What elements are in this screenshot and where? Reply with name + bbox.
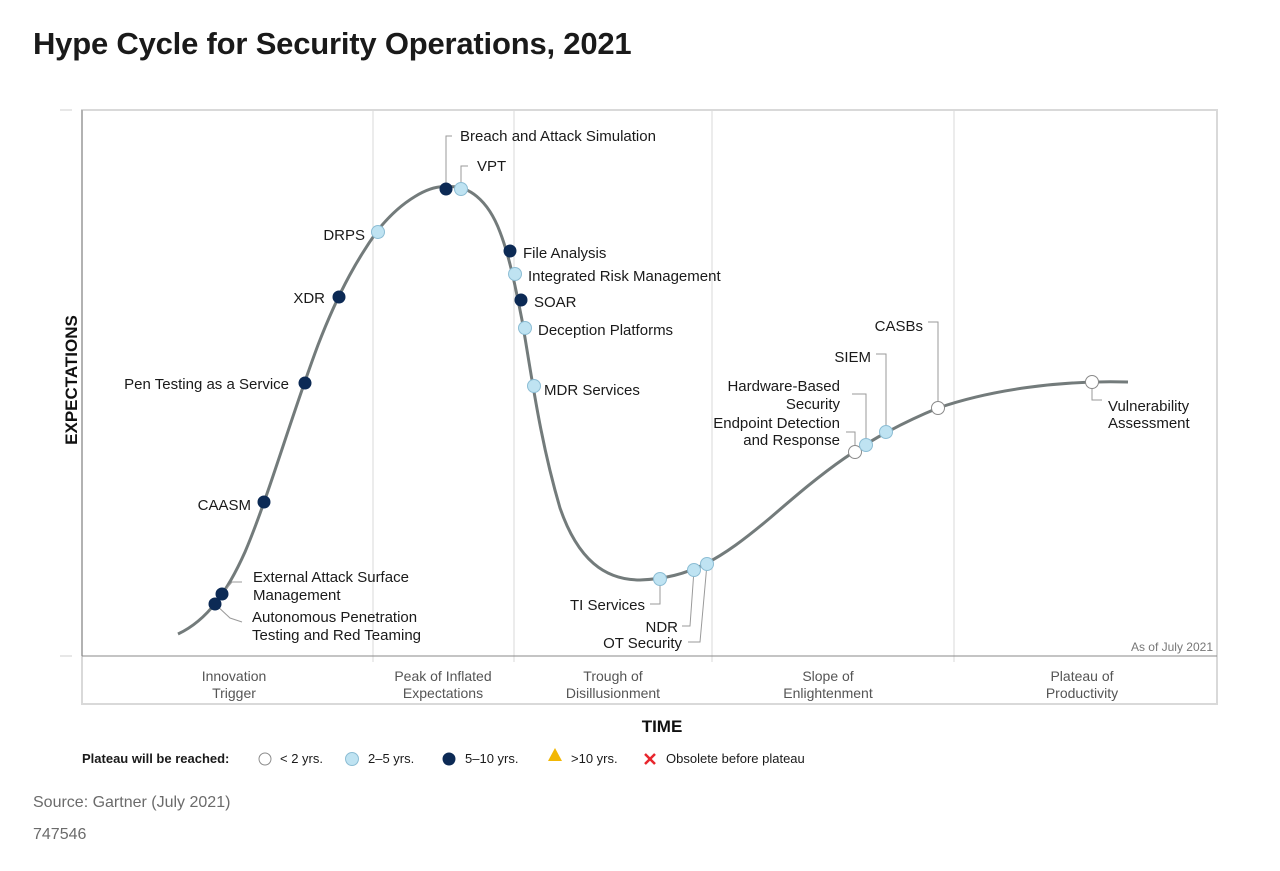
- phase-labels: Innovation Trigger Peak of Inflated Expe…: [202, 668, 1118, 701]
- label-caasm: CAASM: [198, 497, 251, 514]
- marker-drps: [371, 225, 385, 239]
- phase-plateau: Plateau of: [1050, 668, 1113, 684]
- marker-mdr-services: [527, 379, 541, 393]
- marker-external-attack-surface-management: [215, 587, 229, 601]
- x-axis-title: TIME: [642, 717, 683, 736]
- label-deception-platforms: Deception Platforms: [538, 322, 673, 339]
- label-xdr: XDR: [293, 290, 325, 307]
- label-ot-security: OT Security: [603, 635, 682, 652]
- leader-lines: [214, 135, 1102, 643]
- chart-title: Hype Cycle for Security Operations, 2021: [33, 26, 632, 61]
- label-vulnerability-assessment-2: Assessment: [1108, 415, 1191, 432]
- marker-xdr: [332, 290, 346, 304]
- phase-plateau-2: Productivity: [1046, 685, 1118, 701]
- label-external-attack-surface-management-2: Management: [253, 587, 341, 604]
- label-breach-and-attack-simulation: Breach and Attack Simulation: [460, 128, 656, 145]
- phase-innovation-trigger: Innovation: [202, 668, 267, 684]
- marker-endpoint-detection-and-response: [848, 445, 862, 459]
- phase-dividers: [372, 110, 955, 662]
- legend-dark-blue-circle-icon: [442, 752, 456, 766]
- label-file-analysis: File Analysis: [523, 245, 606, 262]
- marker-siem: [879, 425, 893, 439]
- phase-peak: Peak of Inflated: [394, 668, 491, 684]
- label-drps: DRPS: [323, 227, 365, 244]
- legend-item-gt10: >10 yrs.: [571, 751, 618, 766]
- marker-autonomous-penetration-testing: [208, 597, 222, 611]
- phase-peak-2: Expectations: [403, 685, 483, 701]
- label-ndr: NDR: [646, 619, 679, 636]
- marker-vpt: [454, 182, 468, 196]
- legend-title: Plateau will be reached:: [82, 751, 229, 766]
- label-siem: SIEM: [834, 349, 871, 366]
- legend-open-circle-icon: [258, 752, 272, 766]
- label-mdr-services: MDR Services: [544, 382, 640, 399]
- marker-ti-services: [653, 572, 667, 586]
- marker-soar: [514, 293, 528, 307]
- label-casbs: CASBs: [875, 318, 923, 335]
- source-note: Source: Gartner (July 2021): [33, 794, 231, 811]
- as-of-note: As of July 2021: [1131, 640, 1213, 654]
- marker-ot-security: [700, 557, 714, 571]
- y-axis-title: EXPECTATIONS: [62, 315, 81, 445]
- technology-labels: External Attack Surface Management Auton…: [124, 128, 1190, 652]
- label-endpoint-detection-and-response: Endpoint Detection: [713, 415, 840, 432]
- marker-caasm: [257, 495, 271, 509]
- document-id: 747546: [33, 826, 87, 843]
- technology-markers: [208, 182, 1099, 611]
- legend-item-obsolete: Obsolete before plateau: [666, 751, 805, 766]
- hype-cycle-diagram: External Attack Surface Management Auton…: [60, 109, 1218, 766]
- label-pen-testing-as-a-service: Pen Testing as a Service: [124, 376, 289, 393]
- label-hardware-based-security: Hardware-Based: [727, 378, 840, 395]
- marker-file-analysis: [503, 244, 517, 258]
- label-integrated-risk-management: Integrated Risk Management: [528, 268, 721, 285]
- phase-slope-2: Enlightenment: [783, 685, 873, 701]
- legend-light-blue-circle-icon: [345, 752, 359, 766]
- label-external-attack-surface-management: External Attack Surface: [253, 569, 409, 586]
- label-autonomous-penetration-testing-2: Testing and Red Teaming: [252, 627, 421, 644]
- label-endpoint-detection-and-response-2: and Response: [743, 432, 840, 449]
- marker-hardware-based-security: [859, 438, 873, 452]
- marker-deception-platforms: [518, 321, 532, 335]
- phase-trough: Trough of: [583, 668, 643, 684]
- phase-slope: Slope of: [802, 668, 853, 684]
- label-vulnerability-assessment: Vulnerability: [1108, 398, 1190, 415]
- label-vpt: VPT: [477, 158, 506, 175]
- label-soar: SOAR: [534, 294, 577, 311]
- phase-trough-2: Disillusionment: [566, 685, 660, 701]
- label-hardware-based-security-2: Security: [786, 396, 841, 413]
- marker-casbs: [931, 401, 945, 415]
- hype-curve: [177, 185, 1129, 636]
- marker-vulnerability-assessment: [1085, 375, 1099, 389]
- label-autonomous-penetration-testing: Autonomous Penetration: [252, 609, 417, 626]
- marker-breach-and-attack-simulation: [439, 182, 453, 196]
- legend: Plateau will be reached: < 2 yrs. 2–5 yr…: [82, 748, 805, 766]
- legend-yellow-triangle-icon: [548, 748, 562, 761]
- label-ti-services: TI Services: [570, 597, 645, 614]
- phase-innovation-trigger-2: Trigger: [212, 685, 256, 701]
- legend-item-5to10: 5–10 yrs.: [465, 751, 518, 766]
- legend-item-lt2: < 2 yrs.: [280, 751, 323, 766]
- marker-pen-testing-as-a-service: [298, 376, 312, 390]
- marker-integrated-risk-management: [508, 267, 522, 281]
- legend-item-2to5: 2–5 yrs.: [368, 751, 414, 766]
- marker-ndr: [687, 563, 701, 577]
